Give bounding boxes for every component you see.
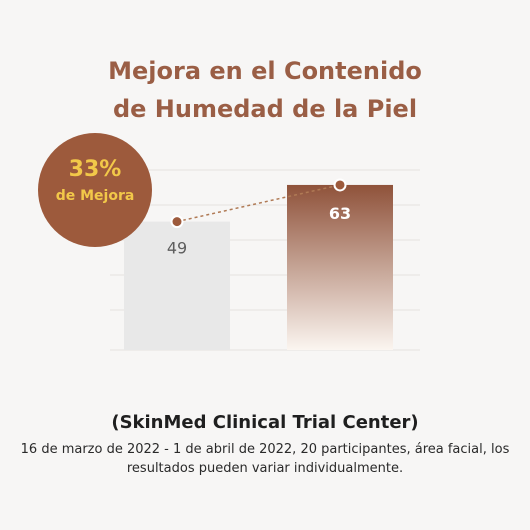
source-citation: (SkinMed Clinical Trial Center) — [111, 412, 419, 433]
data-label-1: 63 — [329, 204, 351, 223]
chart-title: Mejora en el Contenido de Humedad de la … — [0, 52, 530, 128]
bar-1 — [287, 184, 393, 350]
data-label-0: 49 — [167, 239, 187, 258]
study-note: 16 de marzo de 2022 - 1 de abril de 2022… — [20, 442, 510, 476]
improvement-label: de Mejora — [55, 188, 135, 204]
chart-title-line-1: Mejora en el Contenido — [108, 57, 422, 85]
chart-title-line-2: de Humedad de la Piel — [112, 95, 418, 123]
improvement-percent: 33% — [68, 157, 122, 182]
bar-0 — [124, 221, 230, 350]
growth-connector — [176, 184, 341, 223]
improvement-badge: 33% de Mejora — [38, 133, 152, 247]
bar-dot-1 — [333, 178, 347, 192]
bars: 49 63 — [124, 178, 393, 350]
bar-dot-0 — [170, 215, 184, 229]
